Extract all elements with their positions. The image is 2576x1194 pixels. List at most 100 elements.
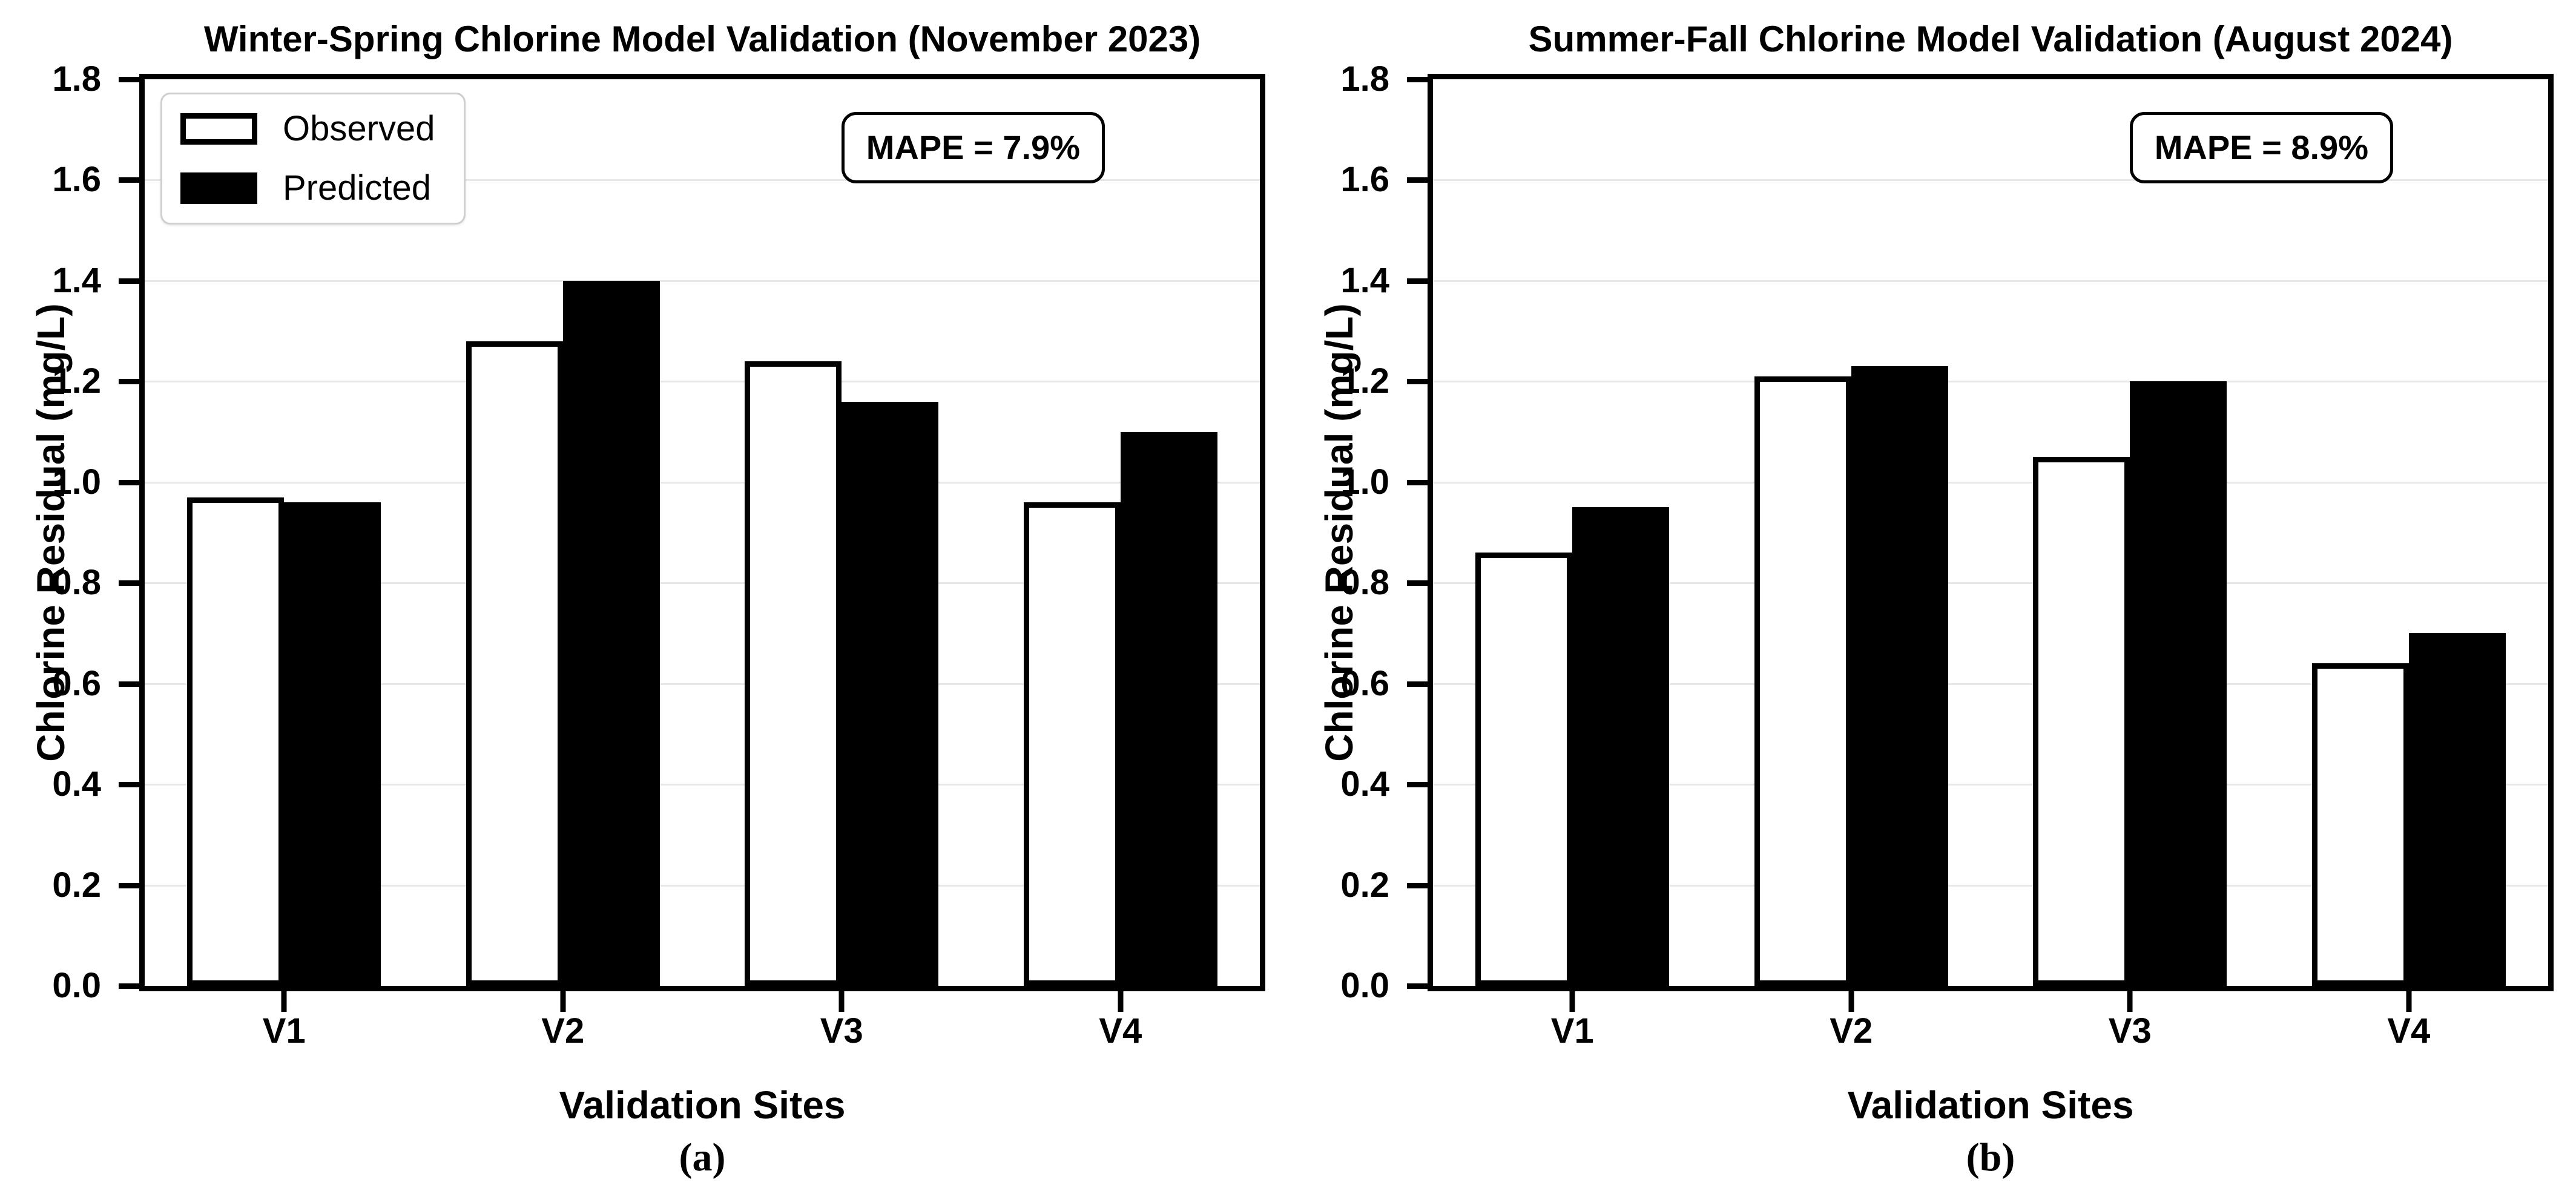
y-tick-0.6 [1407,681,1428,687]
y-tick-label-0.8: 0.8 [1340,563,1389,603]
gridline-0.8 [145,582,1260,585]
y-tick-label-1.0: 1.0 [1340,462,1389,502]
y-tick-0.4 [119,782,139,788]
gridline-0.2 [1433,884,2548,887]
y-tick-0.4 [1407,782,1428,788]
y-tick-0.2 [119,882,139,888]
y-tick-0.8 [1407,580,1428,586]
gridline-0.6 [1433,683,2548,685]
x-tick-label-V1: V1 [262,1011,306,1051]
y-tick-1.0 [1407,479,1428,485]
x-tick-V4 [2406,991,2412,1012]
mape-badge-a: MAPE = 7.9% [841,112,1105,183]
predicted-swatch-icon [180,172,257,204]
gridline-1.0 [145,481,1260,484]
y-tick-label-1.4: 1.4 [52,260,101,300]
y-tick-label-0.6: 0.6 [52,663,101,703]
y-tick-0.2 [1407,882,1428,888]
gridline-0.6 [145,683,1260,685]
gridline-1.0 [1433,481,2548,484]
bar-predicted-v2 [1851,366,1948,986]
bar-predicted-v1 [284,502,381,986]
x-tick-V2 [1848,991,1854,1012]
plot-area-b: MAPE = 8.9% 0.0 0.2 0.4 0.6 0.8 1.0 1.2 1.4 1.6 1… [1340,62,2554,1049]
gridline-0.4 [1433,784,2548,786]
observed-swatch-icon [180,113,257,145]
bar-predicted-v1 [1572,507,1670,986]
gridline-1.4 [1433,280,2548,282]
y-tick-1.8 [119,77,139,82]
chart-title-b: Summer-Fall Chlorine Model Validation (A… [1528,19,2453,59]
bar-observed-v1 [1475,553,1573,986]
y-tick-label-1.6: 1.6 [1340,160,1389,200]
gridline-0.2 [145,884,1260,887]
x-tick-V1 [1569,991,1575,1012]
panel-b: Summer-Fall Chlorine Model Validation (A… [1288,0,2576,1194]
gridline-1.2 [1433,381,2548,383]
y-tick-1.2 [119,379,139,385]
gridline-1.6 [145,179,1260,182]
gridline-0.8 [1433,582,2548,585]
y-tick-label-1.2: 1.2 [1340,361,1389,401]
y-tick-0.0 [1407,983,1428,989]
y-tick-label-0.0: 0.0 [52,966,101,1005]
bar-predicted-v2 [562,280,660,986]
gridline-0.4 [145,784,1260,786]
legend-item-predicted: Predicted [180,171,435,206]
y-tick-label-0.0: 0.0 [1340,966,1389,1005]
y-tick-label-0.2: 0.2 [1340,865,1389,905]
y-tick-1.0 [119,479,139,485]
y-tick-label-1.4: 1.4 [1340,260,1389,300]
y-tick-1.2 [1407,379,1428,385]
x-tick-V1 [281,991,287,1012]
x-tick-label-V1: V1 [1550,1011,1594,1051]
plot-area-a: Observed Predicted MAPE = 7.9% 0.0 0.2 0.4… [52,62,1265,1049]
bar-predicted-v3 [2130,381,2227,986]
bar-predicted-v4 [2408,633,2506,986]
x-tick-label-V4: V4 [2387,1011,2431,1051]
gridline-1.4 [145,280,1260,282]
bar-observed-v2 [466,341,563,986]
x-axis-label-b: Validation Sites [1847,1083,2134,1127]
y-tick-0.8 [119,580,139,586]
x-tick-V3 [838,991,845,1012]
bar-observed-v2 [1754,376,1851,986]
legend-label-observed: Observed [283,109,435,148]
gridline-1.6 [1433,179,2548,182]
x-tick-label-V2: V2 [541,1011,585,1051]
y-tick-label-1.2: 1.2 [52,361,101,401]
bar-predicted-v4 [1120,431,1217,986]
bar-observed-v4 [2311,663,2409,986]
legend-item-observed: Observed [180,111,435,146]
x-tick-V4 [1118,991,1124,1012]
y-tick-label-1.8: 1.8 [1340,59,1389,99]
y-tick-1.6 [1407,177,1428,183]
y-tick-label-0.6: 0.6 [1340,663,1389,703]
legend: Observed Predicted [160,93,466,225]
bar-observed-v3 [745,361,842,986]
y-tick-label-1.8: 1.8 [52,59,101,99]
y-tick-1.8 [1407,77,1428,82]
mape-badge-b: MAPE = 8.9% [2129,112,2393,183]
bar-predicted-v3 [842,401,939,986]
y-tick-0.0 [119,983,139,989]
x-tick-V3 [2127,991,2133,1012]
y-tick-label-0.8: 0.8 [52,563,101,603]
x-tick-label-V4: V4 [1099,1011,1142,1051]
y-tick-1.4 [119,278,139,284]
legend-label-predicted: Predicted [283,168,432,208]
panel-a: Winter-Spring Chlorine Model Validation … [29,19,1265,1179]
y-tick-1.4 [1407,278,1428,284]
x-axis-label-a: Validation Sites [559,1083,846,1127]
bar-observed-v1 [187,497,285,986]
y-tick-label-1.0: 1.0 [52,462,101,502]
gridline-1.2 [145,381,1260,383]
x-tick-label-V3: V3 [820,1011,863,1051]
bar-observed-v3 [2033,457,2130,986]
y-tick-label-0.4: 0.4 [1340,764,1389,804]
caption-a: (a) [679,1135,726,1179]
y-tick-1.6 [119,177,139,183]
chart-title-a: Winter-Spring Chlorine Model Validation … [203,19,1201,59]
bar-observed-v4 [1023,502,1121,986]
